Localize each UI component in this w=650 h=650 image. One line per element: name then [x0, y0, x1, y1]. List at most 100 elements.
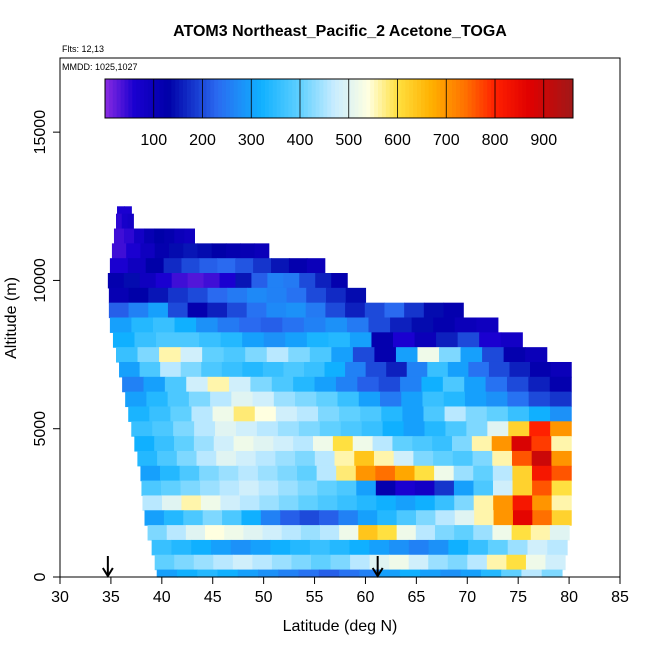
heat-cell: [487, 539, 509, 556]
colorbar-segment: [498, 79, 504, 118]
colorbar-segment: [128, 79, 133, 118]
colorbar-segment: [522, 79, 527, 118]
heat-cell: [160, 480, 182, 497]
heat-cell: [273, 391, 296, 408]
colorbar-tick-label: 600: [384, 132, 411, 149]
colorbar-segment: [225, 79, 231, 118]
heat-cell: [154, 436, 175, 452]
heat-cell: [316, 391, 339, 408]
heat-cell: [420, 569, 441, 578]
colorbar-segment: [186, 79, 192, 118]
y-tick-label: 10000: [32, 258, 49, 303]
colorbar-segment: [323, 79, 328, 118]
colorbar-tick-label: 700: [433, 132, 460, 149]
colorbar-segment: [385, 79, 391, 118]
heat-cell: [231, 391, 254, 408]
colorbar-segment: [202, 79, 207, 118]
heat-cell: [349, 332, 373, 348]
heat-cell: [528, 391, 551, 408]
heatmap-cells: [107, 206, 572, 578]
heat-cell: [170, 406, 193, 422]
heat-cell: [346, 317, 370, 333]
heat-cell: [417, 347, 440, 363]
heat-cell: [369, 554, 390, 571]
heat-cell: [163, 258, 183, 274]
colorbar-segment: [549, 79, 554, 118]
heat-cell: [173, 421, 195, 437]
heat-cell: [220, 495, 241, 511]
colorbar-segment: [194, 79, 200, 118]
heat-cell: [219, 480, 240, 497]
colorbar-segment: [284, 79, 289, 118]
heat-cell: [472, 450, 493, 467]
heat-cell: [241, 510, 262, 526]
heat-cell: [529, 421, 551, 437]
colorbar-segment: [300, 79, 305, 118]
heat-cell: [124, 206, 132, 215]
heat-cell: [340, 421, 363, 437]
heat-cell: [112, 332, 136, 348]
colorbar-segment: [432, 79, 437, 118]
heat-cell: [277, 421, 300, 437]
heat-cell: [275, 406, 298, 422]
heat-cell: [258, 569, 279, 578]
heat-cell: [156, 569, 178, 578]
colorbar-segment: [526, 79, 531, 118]
heat-cell: [303, 361, 326, 378]
heat-cell: [335, 376, 358, 393]
heat-cell: [286, 302, 307, 319]
colorbar-segment: [245, 79, 250, 118]
heat-cell: [402, 406, 425, 422]
latitude-arrow-head: [102, 567, 114, 578]
colorbar-segment: [452, 79, 457, 118]
heat-cell: [196, 450, 217, 467]
heat-cell: [318, 569, 340, 578]
x-tick-label: 30: [51, 589, 69, 606]
colorbar-tick-label: 800: [482, 132, 509, 149]
heat-cell: [354, 450, 375, 467]
colorbar-segment: [553, 79, 558, 118]
colorbar-segment: [491, 79, 496, 118]
heat-cell: [507, 406, 530, 422]
heat-cell: [414, 480, 436, 497]
heat-cell: [137, 450, 158, 467]
colorbar-segment: [198, 79, 203, 118]
colorbar-segment: [167, 79, 172, 118]
heat-cell: [218, 465, 239, 482]
heat-cell: [160, 361, 182, 378]
heat-cell: [368, 317, 391, 333]
heat-cell: [266, 347, 289, 363]
heat-cell: [468, 361, 490, 378]
colorbar-segment: [502, 79, 508, 118]
colorbar-segment: [229, 79, 235, 118]
heat-cell: [313, 436, 334, 452]
heat-cell: [530, 361, 552, 378]
heat-cell: [277, 465, 298, 482]
heat-cell: [254, 243, 270, 259]
heat-cell: [525, 554, 547, 571]
heat-cell: [422, 391, 445, 408]
heat-cell: [377, 510, 398, 526]
heat-cell: [253, 258, 272, 274]
heat-cell: [404, 302, 425, 319]
heat-cell: [298, 421, 321, 437]
heat-cell: [408, 554, 429, 571]
heat-cell: [493, 480, 514, 497]
heat-cell: [427, 361, 449, 378]
colorbar-segment: [436, 79, 441, 118]
heat-cell: [253, 436, 274, 452]
heat-cell: [357, 376, 380, 393]
chart-title: ATOM3 Northeast_Pacific_2 Acetone_TOGA: [173, 23, 507, 40]
heat-cell: [551, 450, 572, 467]
heat-cell: [506, 376, 529, 393]
heat-cell: [251, 273, 268, 289]
colorbar-segment: [296, 79, 301, 118]
colorbar-segment: [264, 79, 270, 118]
heat-cell: [155, 273, 173, 289]
heat-cell: [199, 465, 220, 482]
heat-cell: [443, 391, 466, 408]
heat-cell: [314, 450, 336, 467]
heat-cell: [545, 554, 566, 571]
heat-cell: [257, 465, 279, 482]
heat-cell: [174, 317, 197, 333]
